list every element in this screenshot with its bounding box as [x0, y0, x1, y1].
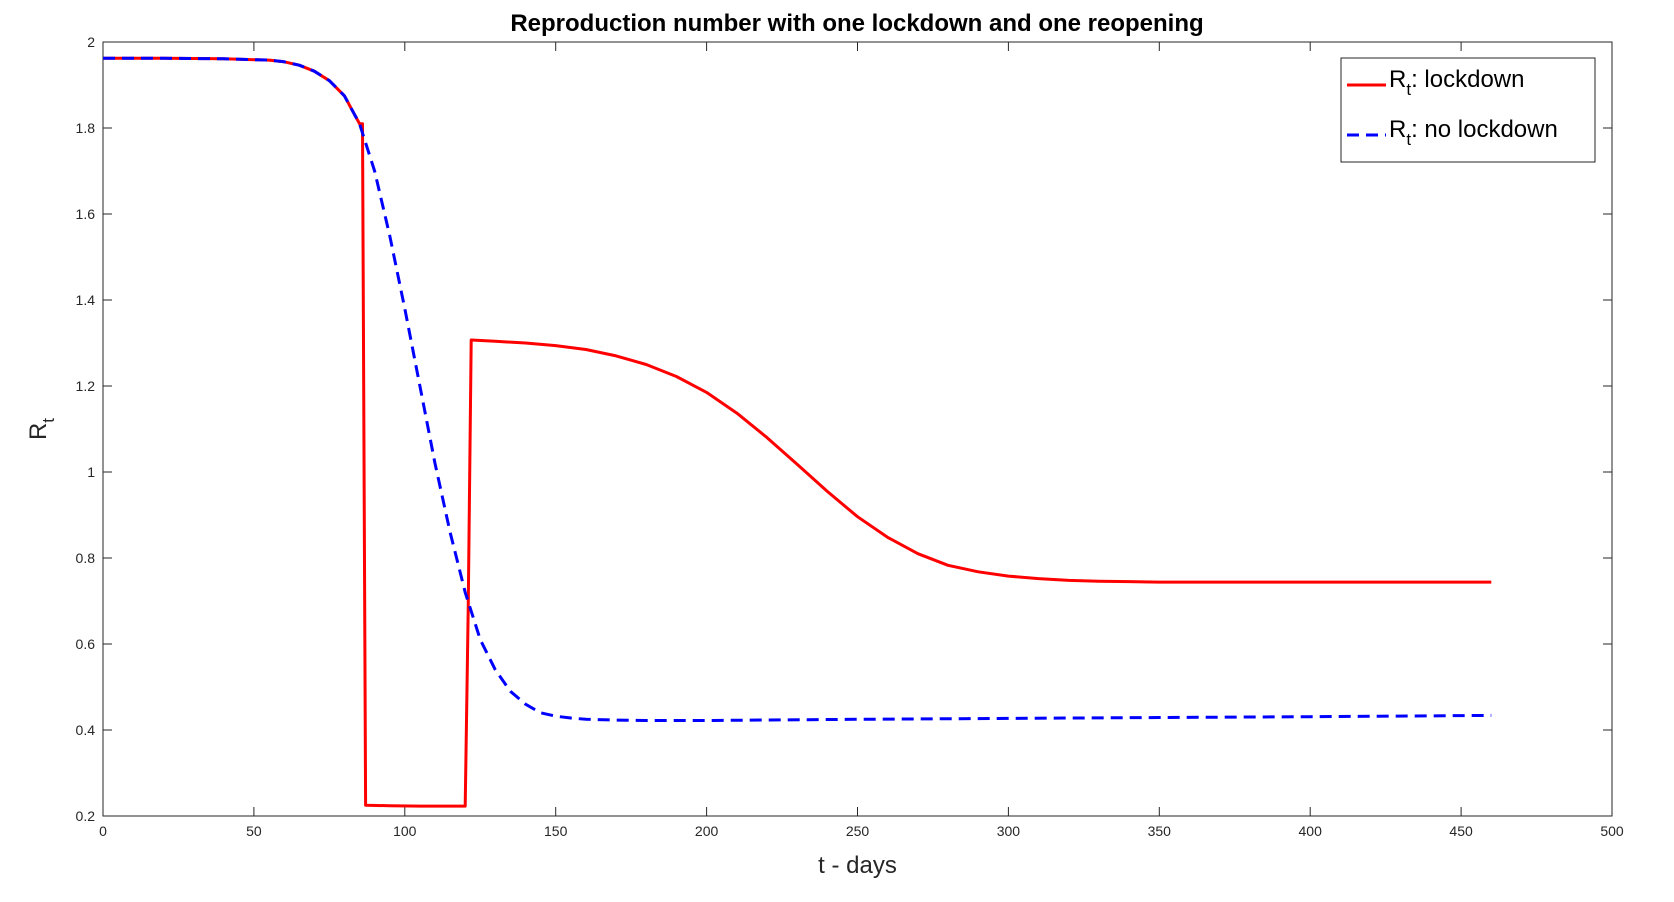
- y-tick-label-7: 1.6: [76, 206, 96, 222]
- x-tick-label-3: 150: [544, 823, 568, 839]
- legend-label-lockdown: Rt: lockdown: [1389, 66, 1524, 99]
- legend-label-no-lockdown: Rt: no lockdown: [1389, 116, 1558, 149]
- series-line-no-lockdown: [103, 56, 1492, 722]
- y-tick-label-5: 1.2: [76, 378, 96, 394]
- legend-label-lockdown-rest: : lockdown: [1411, 66, 1524, 93]
- legend-label-no-lockdown-rest: : no lockdown: [1411, 116, 1558, 143]
- y-tick-label-1: 0.4: [76, 722, 96, 738]
- x-tick-label-8: 400: [1299, 823, 1323, 839]
- legend-label-no-lockdown-sub: t: [1406, 130, 1411, 149]
- x-tick-label-9: 450: [1449, 823, 1473, 839]
- x-tick-label-5: 250: [846, 823, 870, 839]
- y-tick-label-6: 1.4: [76, 292, 96, 308]
- y-tick-label-0: 0.2: [76, 808, 96, 824]
- y-tick-label-8: 1.8: [76, 120, 96, 136]
- y-tick-label-9: 2: [87, 34, 95, 50]
- x-tick-label-1: 50: [246, 823, 262, 839]
- y-axis-title: Rt: [25, 418, 58, 440]
- y-tick-label-3: 0.8: [76, 550, 96, 566]
- legend: Rt: lockdown Rt: no lockdown: [1340, 57, 1596, 163]
- y-tick-label-4: 1: [87, 464, 95, 480]
- series-lines: [103, 56, 1492, 808]
- svg-text:Rt: Rt: [25, 418, 58, 440]
- x-tick-label-2: 100: [393, 823, 417, 839]
- plot-frame: [102, 41, 1613, 817]
- y-tick-label-2: 0.6: [76, 636, 96, 652]
- legend-box: [1340, 57, 1596, 163]
- legend-label-lockdown-main: R: [1389, 66, 1406, 93]
- axis-ticks: 0 50 100 150 200 250 300 350 400 450 500 0.2 0.4 0.6 0…: [76, 34, 1624, 839]
- legend-label-no-lockdown-main: R: [1389, 116, 1406, 143]
- x-tick-label-4: 200: [695, 823, 719, 839]
- x-tick-label-0: 0: [99, 823, 107, 839]
- chart-title: Reproduction number with one lockdown an…: [510, 10, 1203, 37]
- x-tick-label-10: 500: [1600, 823, 1624, 839]
- legend-label-lockdown-sub: t: [1406, 80, 1411, 99]
- x-axis-title: t - days: [818, 852, 897, 879]
- x-tick-label-7: 350: [1148, 823, 1172, 839]
- x-tick-label-6: 300: [997, 823, 1021, 839]
- y-axis-title-main: R: [25, 423, 52, 440]
- y-axis-title-sub: t: [39, 418, 58, 423]
